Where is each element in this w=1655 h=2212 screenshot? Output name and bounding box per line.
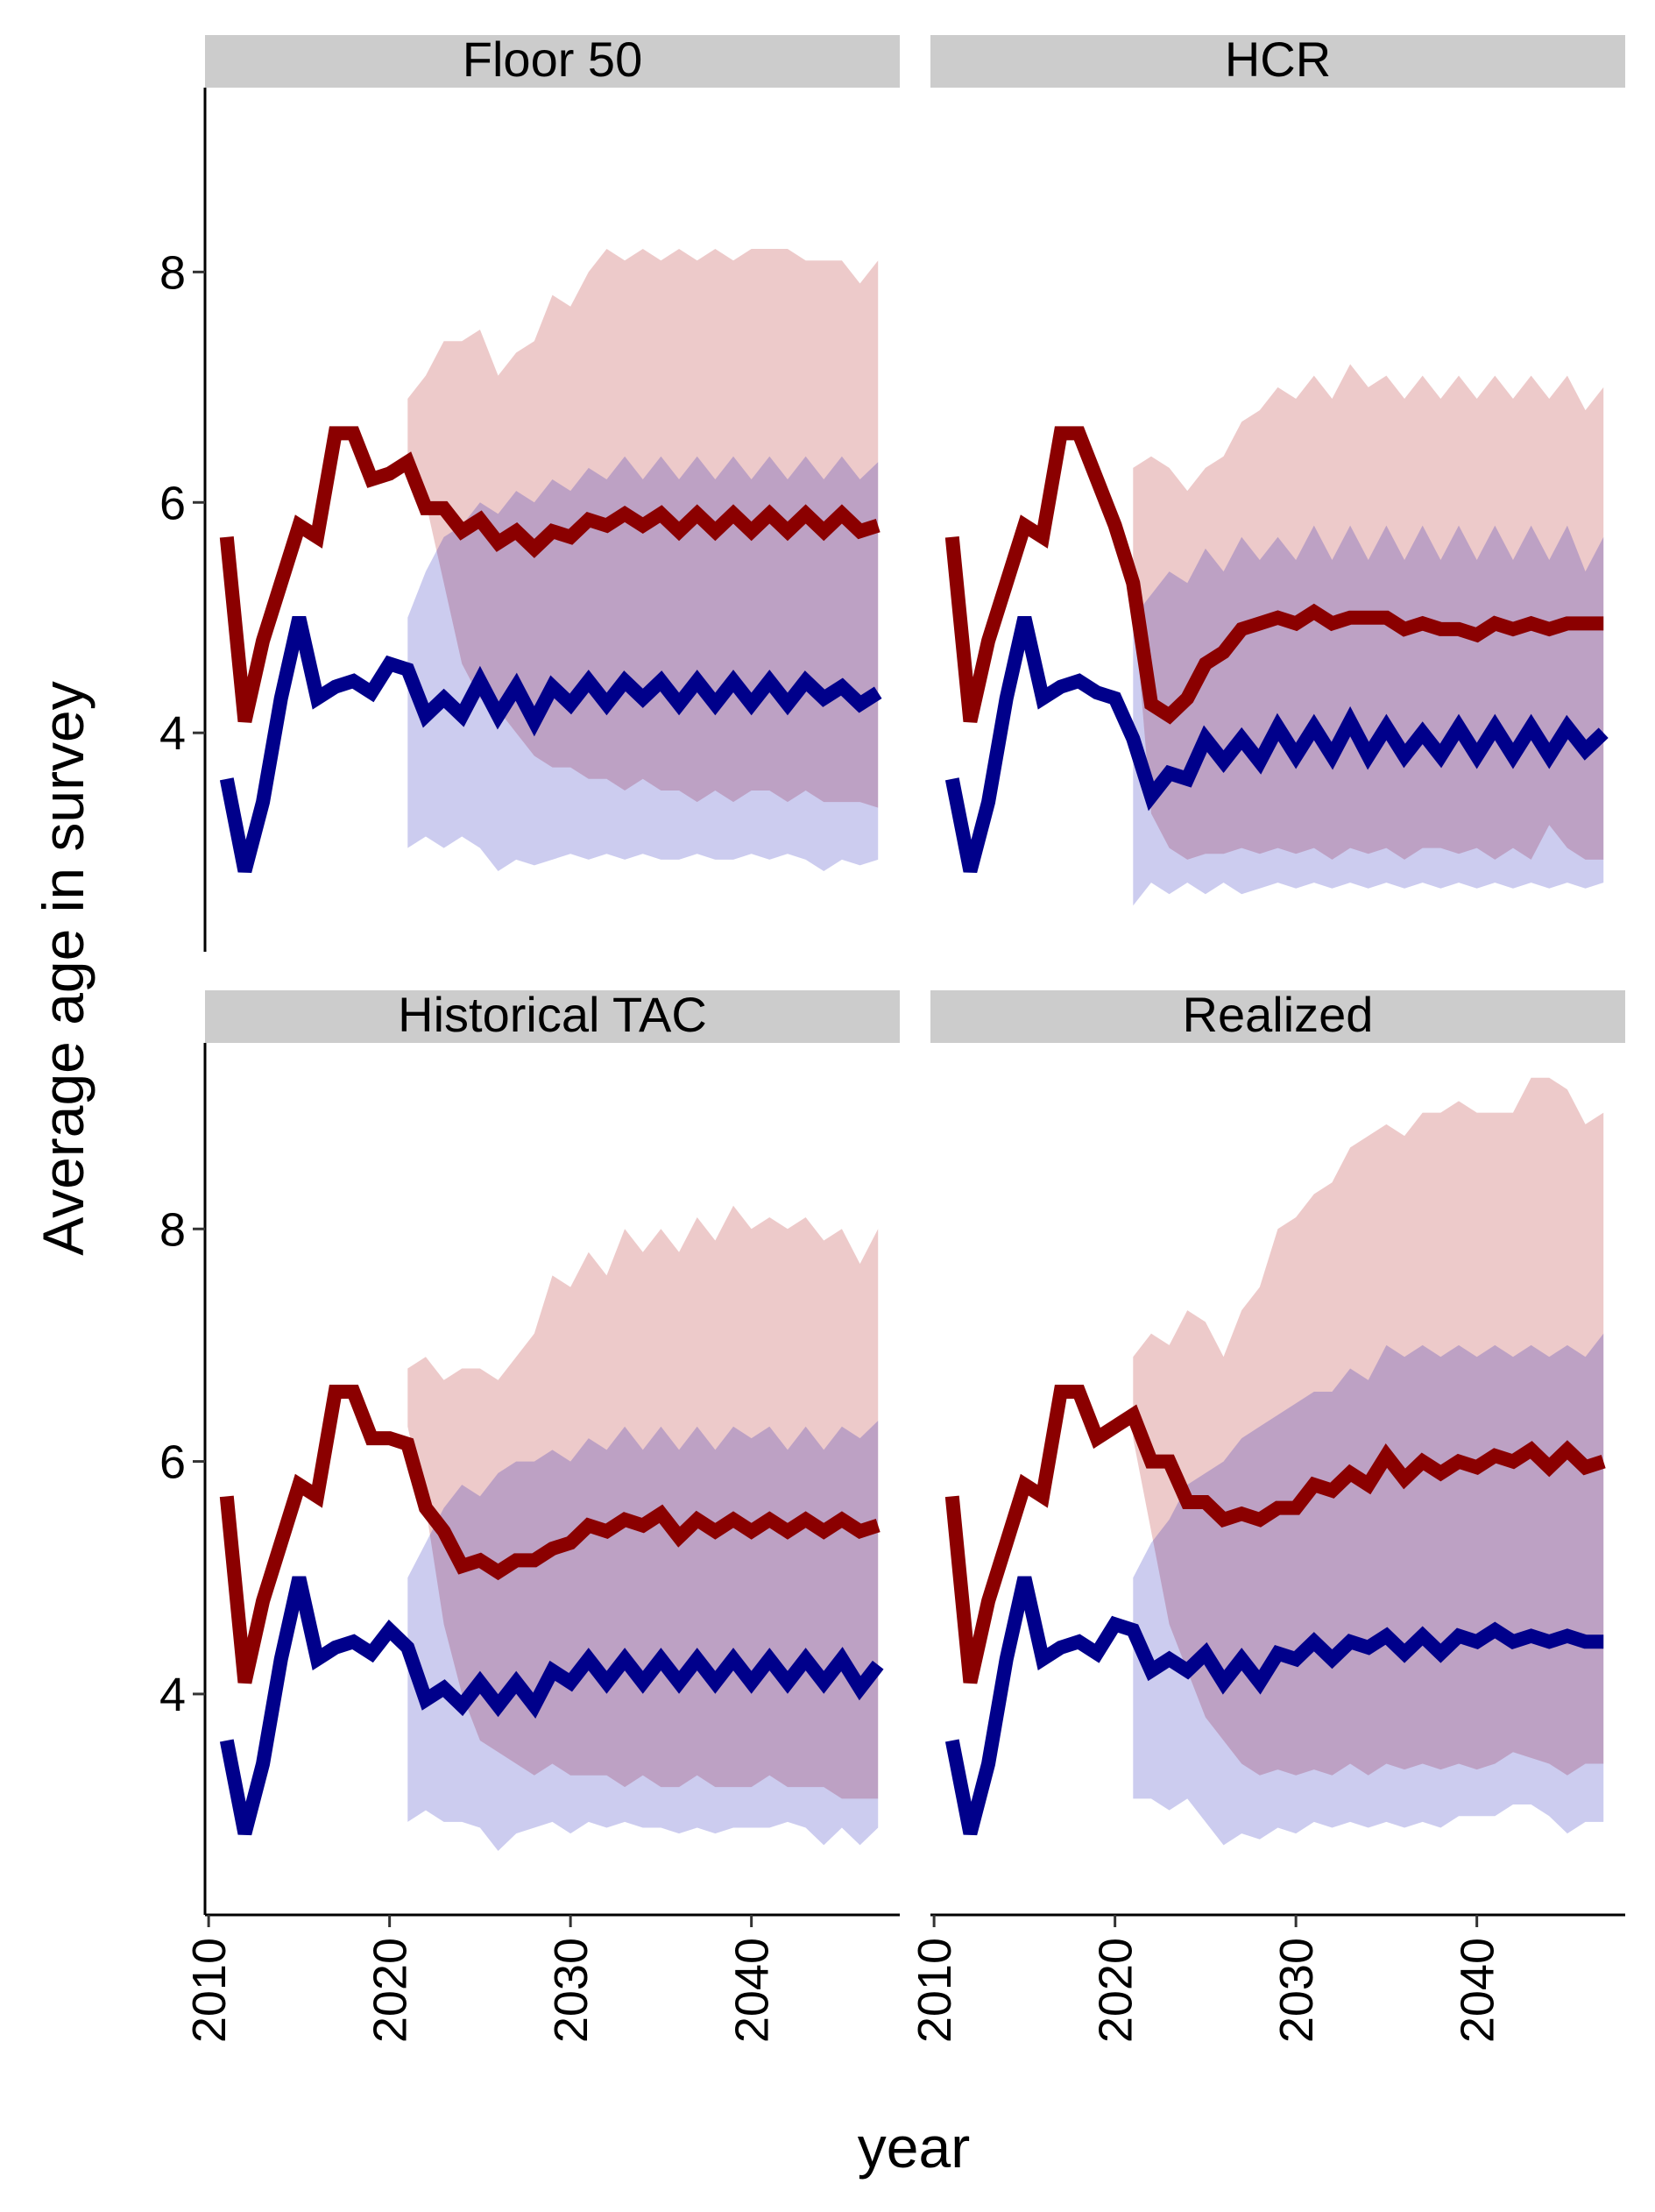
blue-series-line	[944, 615, 1609, 873]
x-tick-label: 2010	[183, 1938, 236, 2043]
panel-1: Floor 50	[205, 32, 900, 873]
x-tick-label: 2010	[909, 1938, 961, 2043]
panel-strip-label: Floor 50	[463, 32, 642, 87]
y-tick-label: 8	[159, 1203, 186, 1256]
x-tick-label: 2020	[1090, 1938, 1142, 2043]
panel-4: Realized	[930, 987, 1625, 1846]
red-series-line	[219, 1385, 881, 1684]
x-tick-label: 2030	[545, 1938, 598, 2043]
red-series-line	[944, 1385, 1606, 1684]
red-series-band	[407, 1205, 879, 1799]
panel-strip	[930, 990, 1625, 1043]
y-tick-label: 6	[159, 477, 186, 529]
red-series-line	[944, 426, 1604, 725]
x-tick-label: 2040	[1452, 1938, 1504, 2043]
x-tick-label: 2040	[726, 1938, 779, 2043]
x-axis-title: year	[858, 2115, 970, 2180]
y-tick-label: 8	[159, 246, 186, 299]
panel-strip-label: HCR	[1225, 32, 1331, 87]
panel-2: HCR	[930, 32, 1625, 906]
axes-group: 4 6 8 4 6 8 2010 2020 2030 2040 2010 2020 2030 2040	[159, 88, 1625, 2043]
blue-series-line	[219, 1576, 884, 1836]
panels-group: Floor 50 HCR Historical TAC Realized	[205, 32, 1625, 1852]
x-tick-label: 2020	[364, 1938, 417, 2043]
blue-series-band	[1133, 525, 1604, 906]
panel-strip	[205, 35, 900, 88]
y-tick-label: 6	[159, 1436, 186, 1489]
panel-strip-label: Realized	[1183, 987, 1374, 1042]
panel-strip	[930, 35, 1625, 88]
red-series-line	[219, 426, 881, 723]
blue-series-line	[944, 1576, 1604, 1836]
y-tick-label: 4	[159, 707, 186, 760]
panel-strip-label: Historical TAC	[398, 987, 707, 1042]
blue-series-band	[407, 456, 879, 871]
x-tick-label: 2030	[1270, 1938, 1323, 2043]
red-series-band	[1133, 1077, 1604, 1776]
blue-series-line	[219, 615, 882, 873]
y-tick-label: 4	[159, 1669, 186, 1721]
panel-3: Historical TAC	[205, 987, 900, 1852]
panel-strip	[205, 990, 900, 1043]
y-axis-title: Average age in survey	[31, 681, 95, 1256]
